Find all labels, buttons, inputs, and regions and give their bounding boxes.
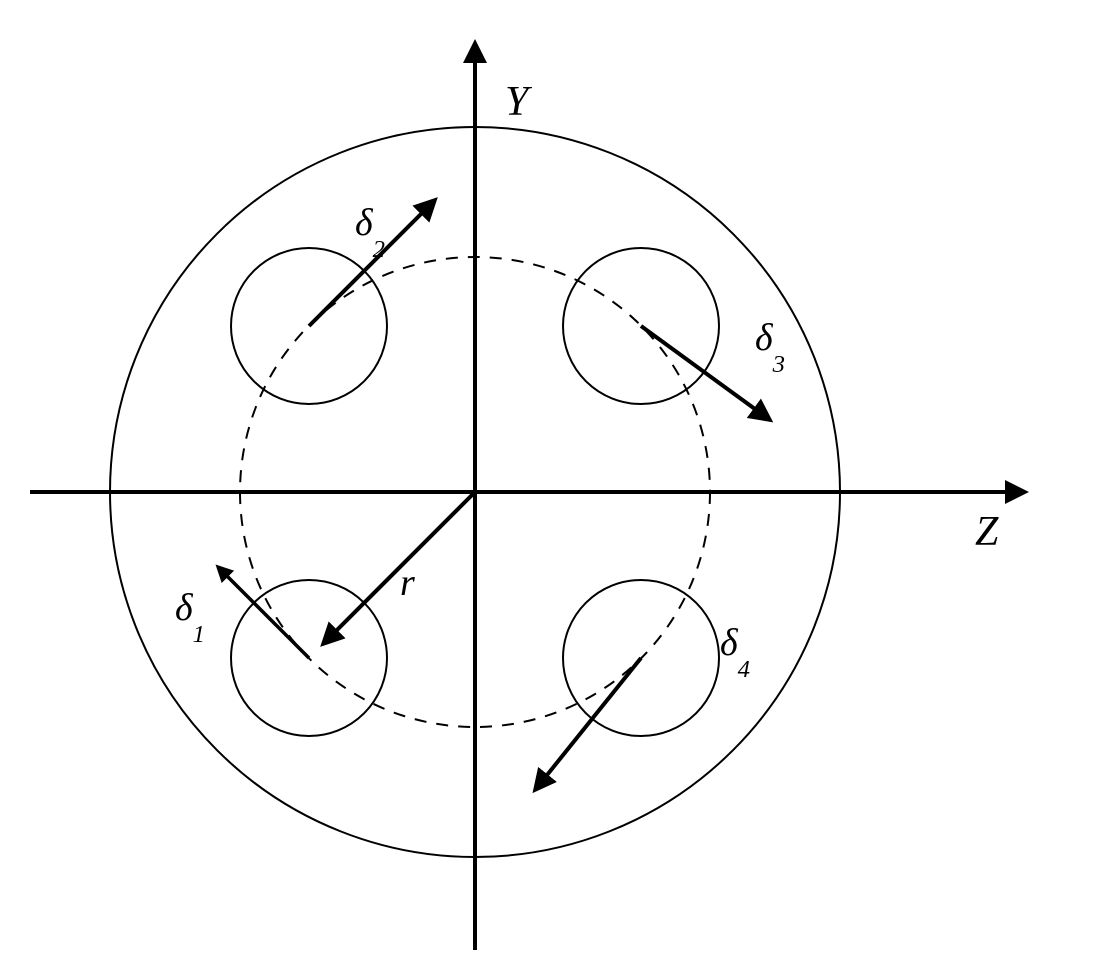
delta-4-label: δ4: [720, 622, 750, 683]
delta-1-label: δ1: [175, 587, 205, 648]
radius-arrow: [323, 492, 475, 644]
delta-3-arrow: [641, 326, 770, 420]
z-axis-label: Z: [975, 509, 999, 555]
delta-2-label: δ2: [355, 202, 385, 263]
delta-4-arrow: [535, 658, 641, 790]
delta-3-label: δ3: [755, 317, 785, 378]
radius-label: r: [400, 562, 415, 604]
coordinate-diagram: Y Z r δ1 δ2 δ3 δ4: [0, 0, 1109, 968]
y-axis-label: Y: [505, 79, 533, 125]
